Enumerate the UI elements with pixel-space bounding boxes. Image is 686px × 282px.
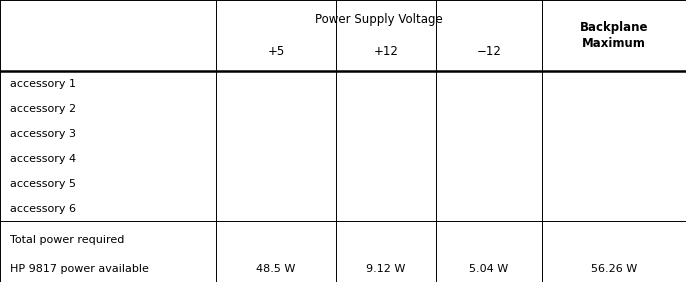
Text: accessory 4: accessory 4 [10,154,76,164]
Text: −12: −12 [476,45,501,58]
Text: accessory 5: accessory 5 [10,179,76,189]
Text: accessory 1: accessory 1 [10,79,76,89]
Text: Power Supply Voltage: Power Supply Voltage [315,14,443,27]
Text: accessory 3: accessory 3 [10,129,76,139]
Text: 5.04 W: 5.04 W [469,264,508,274]
Text: 56.26 W: 56.26 W [591,264,637,274]
Text: accessory 2: accessory 2 [10,104,76,114]
Text: accessory 6: accessory 6 [10,204,76,214]
Text: Backplane
Maximum: Backplane Maximum [580,21,648,50]
Text: +5: +5 [268,45,285,58]
Text: 48.5 W: 48.5 W [257,264,296,274]
Text: HP 9817 power available: HP 9817 power available [10,264,149,274]
Text: 9.12 W: 9.12 W [366,264,405,274]
Text: +12: +12 [373,45,399,58]
Text: Total power required: Total power required [10,235,125,244]
